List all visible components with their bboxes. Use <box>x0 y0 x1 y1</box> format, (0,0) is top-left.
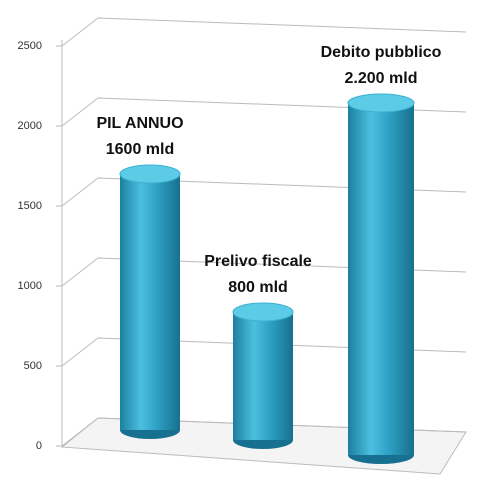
bar-top <box>347 93 415 113</box>
y-tick-label: 2500 <box>18 40 42 52</box>
bar <box>233 312 293 440</box>
bar-top <box>119 164 181 184</box>
grid-line <box>61 417 467 447</box>
y-tick-label: 1500 <box>18 200 42 212</box>
grid-line <box>61 337 467 367</box>
value-label: 1600 mld <box>106 141 174 158</box>
bar <box>120 174 180 430</box>
grid-line <box>61 257 467 287</box>
y-tick-label: 2000 <box>18 120 42 132</box>
y-tick-label: 1000 <box>18 280 42 292</box>
category-label: Debito pubblico <box>321 44 442 61</box>
y-tick-label: 500 <box>24 360 42 372</box>
grid-line <box>61 177 467 207</box>
grid-line <box>61 17 467 47</box>
category-label: PIL ANNUO <box>96 115 183 132</box>
bar-top <box>232 302 294 322</box>
grid-line <box>61 97 467 127</box>
y-tick-label: 0 <box>36 440 42 452</box>
category-label: Prelivo fiscale <box>204 253 312 270</box>
bar <box>348 103 414 455</box>
value-label: 800 mld <box>228 279 288 296</box>
value-label: 2.200 mld <box>345 70 418 87</box>
